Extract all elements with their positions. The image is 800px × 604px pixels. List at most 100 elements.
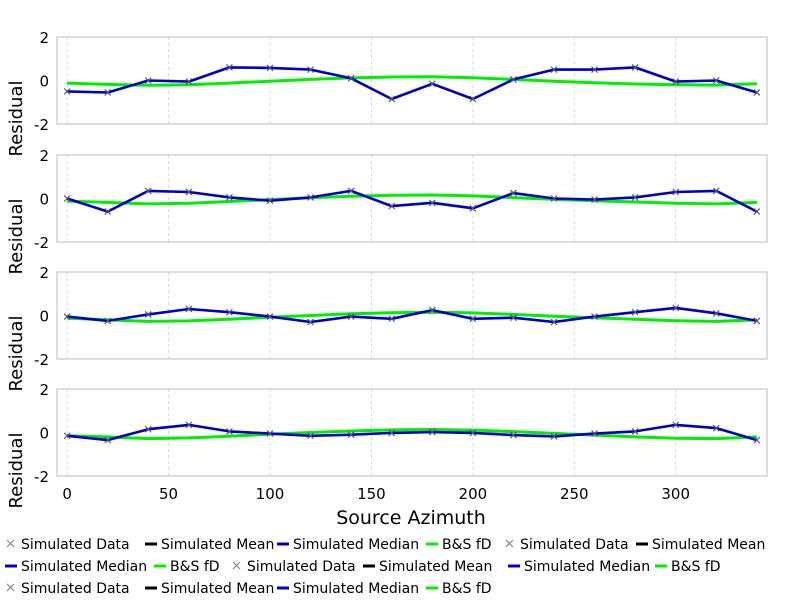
y-axis-label: Residual — [6, 315, 27, 391]
panel-1: -2 0 2 Residual — [6, 29, 768, 157]
y-tick-label: -2 — [34, 116, 49, 134]
data-point — [226, 427, 233, 435]
data-point — [469, 95, 477, 103]
y-tick-label: -2 — [34, 351, 49, 369]
legend: Simulated Data Simulated Mean Simulated Me… — [5, 537, 765, 597]
series-line-b-s-fd — [67, 75, 757, 87]
x-tick-label: 250 — [560, 485, 589, 503]
x-tick-label: 200 — [459, 485, 488, 503]
data-point — [712, 187, 720, 195]
data-point — [510, 431, 517, 439]
legend-item: Simulated Median — [5, 559, 147, 575]
y-tick-label: 0 — [39, 73, 49, 91]
data-point — [266, 313, 274, 321]
legend-label: Simulated Data — [21, 537, 130, 553]
data-point — [104, 436, 112, 444]
x-tick-label: 0 — [62, 485, 72, 503]
data-point — [510, 75, 517, 83]
data-point — [144, 77, 152, 84]
legend-label: Simulated Median — [21, 559, 147, 575]
data-point — [672, 78, 680, 86]
data-point — [388, 429, 396, 437]
series-line-simulated-median — [67, 66, 758, 101]
legend-marker-x — [6, 583, 15, 592]
data-point — [753, 208, 761, 215]
data-point — [347, 187, 355, 195]
y-tick-label: 2 — [39, 264, 49, 282]
series-line-simulated-median — [66, 423, 758, 442]
data-point — [469, 204, 477, 212]
data-point — [550, 195, 558, 202]
x-tick-label: 50 — [159, 485, 178, 503]
y-tick-label: 2 — [39, 147, 49, 165]
plot-area — [56, 154, 768, 243]
data-point — [63, 432, 71, 440]
legend-item: Simulated Median — [277, 581, 419, 597]
data-point — [469, 429, 477, 437]
data-point — [550, 432, 558, 440]
x-tick-label: 100 — [256, 485, 285, 503]
data-point — [144, 310, 152, 318]
legend-label: B&S fD — [671, 559, 721, 575]
legend-item: B&S fD — [154, 559, 220, 575]
y-axis-label: Residual — [6, 432, 27, 508]
legend-label: Simulated Data — [520, 537, 629, 553]
legend-label: Simulated Data — [247, 559, 356, 575]
x-tick-label: 300 — [661, 485, 690, 503]
data-point — [63, 195, 71, 202]
data-point — [104, 208, 112, 215]
data-point — [631, 64, 639, 71]
legend-marker-x — [505, 539, 514, 548]
data-point — [712, 77, 720, 84]
data-point — [226, 308, 233, 316]
data-point — [428, 80, 436, 88]
data-point — [307, 432, 314, 440]
legend-item: Simulated Data — [6, 537, 130, 553]
data-point — [672, 421, 680, 429]
data-point — [266, 197, 274, 205]
panel-3: -2 0 2 Residual — [6, 264, 768, 392]
data-point — [307, 318, 314, 326]
data-point — [469, 315, 477, 323]
legend-marker-x — [232, 561, 241, 570]
legend-item: Simulated Mean — [363, 559, 492, 575]
x-axis-label: Source Azimuth — [336, 507, 486, 529]
y-tick-label: 0 — [39, 308, 49, 326]
data-point — [591, 313, 598, 321]
data-point — [672, 304, 680, 312]
data-point — [631, 193, 639, 201]
data-point — [388, 95, 396, 103]
legend-label: Simulated Data — [21, 581, 130, 597]
data-point — [185, 78, 193, 86]
y-axis-label: Residual — [6, 198, 27, 274]
legend-item: Simulated Median — [508, 559, 650, 575]
data-point — [712, 309, 720, 317]
legend-item: B&S fD — [426, 581, 492, 597]
legend-label: B&S fD — [170, 559, 220, 575]
data-point — [428, 306, 436, 314]
y-tick-label: 0 — [39, 425, 49, 443]
data-point — [104, 89, 112, 96]
panel-2: -2 0 2 Residual — [6, 147, 768, 275]
data-point — [307, 66, 314, 74]
data-point — [63, 87, 71, 95]
data-point — [266, 64, 274, 72]
data-point — [347, 74, 355, 82]
data-point — [712, 424, 720, 432]
legend-item: Simulated Mean — [145, 581, 274, 597]
y-tick-label: 0 — [39, 191, 49, 209]
data-point — [591, 196, 598, 204]
y-tick-label: 2 — [39, 381, 49, 399]
x-tick-label: 150 — [357, 485, 386, 503]
data-point — [550, 318, 558, 326]
data-point — [226, 193, 233, 201]
data-point — [347, 431, 355, 439]
legend-label: Simulated Median — [293, 581, 419, 597]
data-point — [591, 66, 598, 74]
data-point — [753, 436, 761, 444]
data-point — [307, 193, 314, 201]
legend-label: Simulated Median — [524, 559, 650, 575]
data-point — [510, 314, 517, 322]
y-tick-label: -2 — [34, 234, 49, 252]
data-point — [388, 315, 396, 323]
